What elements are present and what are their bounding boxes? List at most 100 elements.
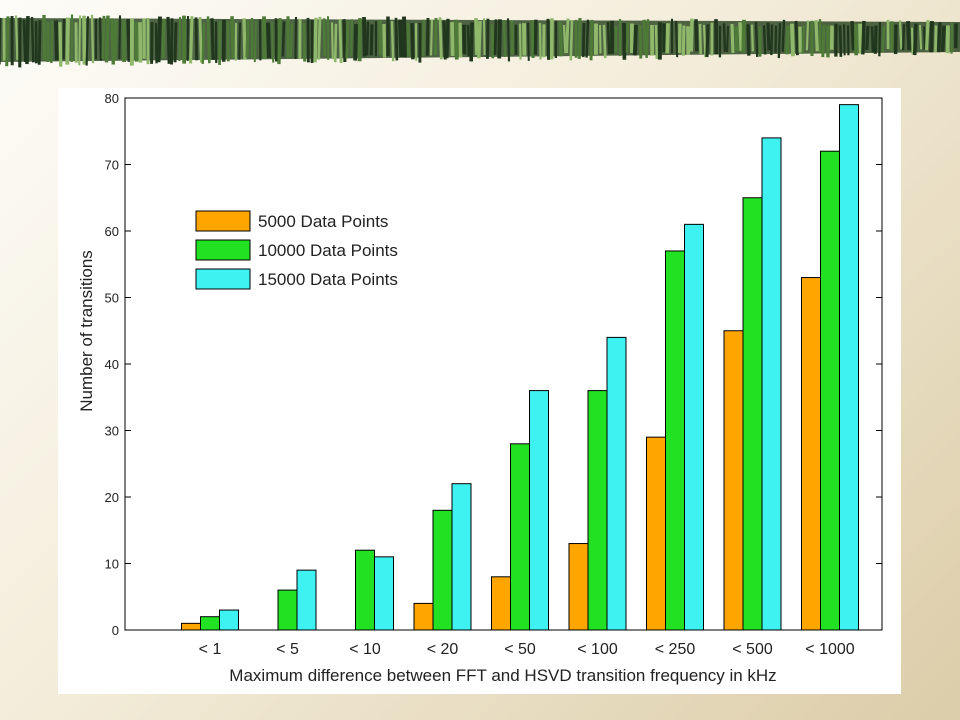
banner-tree [201, 22, 206, 64]
banner-tree [333, 23, 338, 63]
banner-tree [450, 22, 455, 56]
bar-chart: 0 10 20 30 40 50 60 70 80 < 1 < 5 < 10 < 20 < 50 < 10… [77, 91, 883, 685]
y-tick-label: 50 [105, 291, 119, 306]
banner-tree [189, 16, 194, 64]
banner-tree [940, 25, 946, 52]
banner-tree [581, 23, 586, 58]
banner-tree [645, 19, 650, 58]
legend-swatch-3 [195, 268, 251, 290]
banner-tree [589, 19, 594, 61]
banner-tree [266, 22, 272, 59]
banner-tree [90, 14, 95, 64]
y-tick-label: 40 [105, 357, 119, 372]
banner-tree [173, 22, 178, 63]
banner-tree [365, 21, 370, 56]
banner-tree [277, 18, 282, 65]
banner-tree [362, 16, 367, 57]
banner-tree [469, 22, 474, 62]
bar-series-2 [742, 197, 763, 631]
bar-series-3 [374, 556, 394, 631]
banner-tree [870, 26, 875, 53]
y-axis-ticks: 0 10 20 30 40 50 60 70 80 [105, 91, 882, 638]
bar-series-2 [587, 390, 608, 631]
banner-tree [606, 21, 611, 55]
banner-tree [912, 23, 918, 56]
x-axis-tick-labels: < 1 < 5 < 10 < 20 < 50 < 100 < 250 < 500 < 1000 [199, 641, 855, 658]
banner-tree [562, 24, 567, 54]
banner-tree [850, 21, 856, 51]
chart-panel: 0 10 20 30 40 50 60 70 80 < 1 < 5 < 10 < 20 < 50 < 10… [58, 88, 901, 694]
banner-tree [694, 19, 699, 52]
legend: 5000 Data Points 10000 Data Points 15000 D… [195, 210, 398, 290]
banner-tree [65, 17, 70, 65]
banner-tree [394, 17, 399, 61]
banner-tree [889, 21, 894, 51]
banner-tree [762, 25, 767, 55]
banner-tree [118, 15, 122, 60]
banner-tree [378, 20, 383, 56]
banner-tree [842, 24, 846, 56]
banner-tree [22, 19, 27, 62]
banner-tree [402, 16, 407, 58]
banner-tree [702, 24, 707, 58]
banner-tree [785, 25, 790, 55]
x-tick-label: < 10 [349, 641, 381, 658]
bar-series-3 [219, 609, 239, 631]
banner-tree [770, 24, 774, 56]
banner-tree [482, 18, 486, 56]
banner-tree [410, 23, 415, 60]
banner-tree [156, 16, 162, 63]
banner-tree [922, 26, 926, 50]
banner-tree [369, 24, 374, 56]
banner-tree [438, 17, 443, 60]
bar-series-2 [432, 509, 453, 631]
x-tick-label: < 20 [427, 641, 459, 658]
banner-tree [781, 19, 786, 52]
banner-tree [766, 22, 771, 51]
banner-tree [230, 16, 236, 59]
banner-tree [14, 15, 19, 61]
bar-series-1 [568, 543, 589, 631]
bar-series-2 [277, 589, 298, 631]
banner-tree [794, 20, 799, 56]
banner-tree [54, 20, 59, 61]
banner-tree [910, 27, 914, 55]
banner-tree [353, 24, 358, 61]
banner-tree [654, 24, 659, 59]
banner-tree [330, 22, 334, 60]
legend-swatch-1 [195, 210, 251, 232]
banner-tree [425, 17, 430, 56]
banner-tree [58, 22, 63, 67]
banner-tree [406, 22, 411, 57]
banner-tree [730, 23, 735, 54]
banner-tree [865, 25, 870, 51]
bar-series-2 [355, 549, 375, 631]
banner-tree [878, 22, 882, 57]
y-tick-label: 60 [105, 224, 119, 239]
banner-tree [705, 24, 710, 58]
banner-tree [497, 19, 502, 59]
x-tick-label: < 1000 [805, 641, 854, 658]
bar-series-3 [684, 223, 704, 631]
bar-series-3 [839, 104, 859, 631]
banner-tree [726, 26, 730, 53]
x-tick-label: < 250 [655, 641, 696, 658]
banner-tree [625, 22, 630, 53]
banner-tree [790, 23, 795, 57]
banner-tree [577, 17, 582, 59]
banner-tree [5, 16, 10, 67]
banner-tree [112, 19, 118, 61]
banner-tree [638, 24, 643, 59]
banner-tree [101, 15, 106, 59]
banner-tree [777, 23, 782, 59]
banner-tree [445, 18, 450, 59]
banner-tree [98, 17, 103, 61]
y-tick-label: 30 [105, 424, 119, 439]
y-tick-label: 80 [105, 91, 119, 106]
bar-series-2 [665, 250, 685, 631]
x-axis-title: Maximum difference between FFT and HSVD … [229, 666, 776, 685]
banner-tree [689, 18, 694, 52]
banner-tree [598, 25, 602, 54]
banner-tree [85, 16, 90, 66]
banner-tree [632, 24, 638, 56]
